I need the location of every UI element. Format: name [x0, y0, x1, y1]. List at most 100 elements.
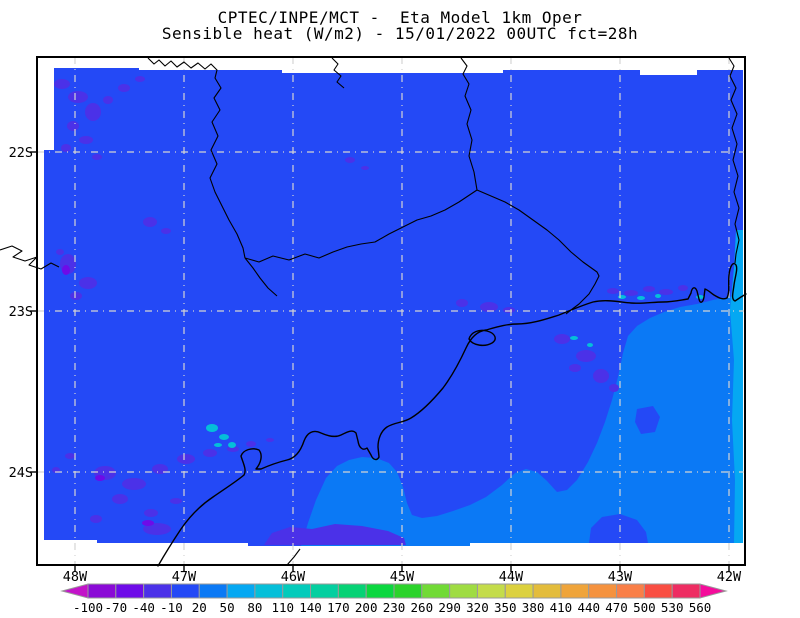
anomaly-patch-deep-violet [142, 520, 154, 526]
colorbar-cell-20 [643, 583, 673, 599]
colorbar-value--40: -40 [132, 600, 155, 615]
lon-label-44W: 44W [499, 569, 524, 585]
anomaly-patch-violet [659, 289, 673, 295]
anomaly-patch-violet [54, 79, 70, 89]
colorbar-value-260: 260 [411, 600, 434, 615]
anomaly-patch-violet [68, 91, 88, 103]
field-sea-dark-patch [589, 514, 648, 543]
colorbar-cell-21 [671, 583, 701, 599]
anomaly-patch-violet [361, 166, 369, 170]
lon-label-45W: 45W [390, 569, 415, 585]
colorbar-cell-14 [476, 583, 506, 599]
colorbar-value--10: -10 [160, 600, 183, 615]
colorbar-cell-6 [254, 583, 284, 599]
colorbar-value-170: 170 [327, 600, 350, 615]
anomaly-patch-violet [554, 334, 570, 344]
anomaly-patch-violet [79, 136, 93, 144]
anomaly-patch-cyan [214, 443, 222, 447]
colorbar-value-20: 20 [192, 600, 207, 615]
chart-subtitle: Sensible heat (W/m2) - 15/01/2022 00UTC … [161, 24, 639, 43]
colorbar-cell-3 [170, 583, 200, 599]
anomaly-patch-violet [170, 498, 182, 504]
anomaly-patch-violet [143, 217, 157, 227]
axis-labels: 48W 47W 46W 45W 44W 43W 42W 22S 23S 24S [9, 145, 742, 585]
colorbar-cell-18 [588, 583, 618, 599]
anomaly-patch-cyan [637, 296, 645, 300]
colorbar-value-290: 290 [438, 600, 461, 615]
anomaly-patch-cyan [587, 343, 593, 347]
colorbar-arrow-right [699, 583, 728, 599]
colorbar-value-230: 230 [383, 600, 406, 615]
colorbar-value--100: -100 [73, 600, 103, 615]
anomaly-patch-violet [65, 453, 75, 459]
anomaly-patch-violet [177, 454, 195, 464]
lon-label-47W: 47W [172, 569, 197, 585]
anomaly-patch-violet [161, 228, 171, 234]
lon-label-48W: 48W [63, 569, 88, 585]
anomaly-patch-violet [56, 249, 64, 255]
anomaly-patch-violet [266, 438, 274, 442]
field-sea [301, 295, 743, 546]
anomaly-patch-violet [61, 144, 71, 152]
anomaly-patch-violet [112, 494, 128, 504]
colorbar-cell-9 [337, 583, 367, 599]
colorbar-cell-5 [226, 583, 256, 599]
colorbar-cell-2 [143, 583, 172, 599]
anomaly-patch-cyan [618, 295, 626, 299]
colorbar-cell-1 [115, 583, 145, 599]
colorbar-value-200: 200 [355, 600, 378, 615]
anomaly-patch-violet [103, 96, 113, 104]
colorbar-cell-8 [310, 583, 339, 599]
colorbar-value-110: 110 [271, 600, 294, 615]
lat-label-22S: 22S [9, 145, 33, 161]
colorbar-cell-16 [532, 583, 562, 599]
colorbar-cell-4 [198, 583, 228, 599]
colorbar-cell-12 [421, 583, 451, 599]
colorbar-value-380: 380 [522, 600, 545, 615]
lon-label-43W: 43W [608, 569, 633, 585]
colorbar-cell-13 [449, 583, 478, 599]
anomaly-patch-violet [90, 515, 102, 523]
anomaly-patch-deep-violet [62, 265, 70, 275]
colorbar-cell-10 [365, 583, 395, 599]
colorbar-value-320: 320 [466, 600, 489, 615]
anomaly-patch-violet [576, 350, 596, 362]
anomaly-patch-violet [143, 523, 171, 535]
colorbar-value-500: 500 [633, 600, 656, 615]
colorbar-value-440: 440 [577, 600, 600, 615]
colorbar-cell-19 [616, 583, 645, 599]
colorbar-value-560: 560 [689, 600, 712, 615]
axis-ticks [30, 151, 730, 572]
colorbar-value-140: 140 [299, 600, 322, 615]
anomaly-patch-violet [456, 299, 468, 307]
anomaly-patch-violet [92, 154, 102, 160]
coastline [157, 262, 747, 567]
anomaly-patch-deep-violet [95, 475, 105, 481]
anomaly-patch-cyan [219, 434, 229, 440]
anomaly-patch-violet [503, 307, 515, 313]
colorbar-cell-17 [560, 583, 590, 599]
colorbar-cell-7 [282, 583, 312, 599]
anomaly-patch-violet [118, 84, 130, 92]
anomaly-patch-violet [79, 277, 97, 289]
field-coastal-strip [730, 230, 743, 543]
anomaly-patch-violet [246, 441, 256, 447]
anomaly-patch-violet [643, 286, 655, 292]
anomaly-patch-violet [569, 364, 581, 372]
anomaly-patch-cyan [206, 424, 218, 432]
anomaly-patch-violet [144, 509, 158, 517]
chart-title: CPTEC/INPE/MCT - Eta Model 1km Oper [217, 8, 583, 27]
colorbar-cell-11 [393, 583, 423, 599]
anomaly-patch-violet [67, 121, 79, 131]
anomaly-patch-cyan [228, 442, 236, 448]
field-violet-blob [264, 524, 406, 545]
colorbar-value-470: 470 [605, 600, 628, 615]
anomaly-patch-cyan [655, 294, 661, 298]
lon-label-46W: 46W [281, 569, 306, 585]
colorbar-arrow-left [60, 583, 89, 599]
field-land [44, 68, 743, 546]
colorbar-legend: -100 -70 -40 -10 20 50 80 110 140 170 200 230 260 290… [60, 583, 728, 615]
colorbar-cell-15 [504, 583, 534, 599]
